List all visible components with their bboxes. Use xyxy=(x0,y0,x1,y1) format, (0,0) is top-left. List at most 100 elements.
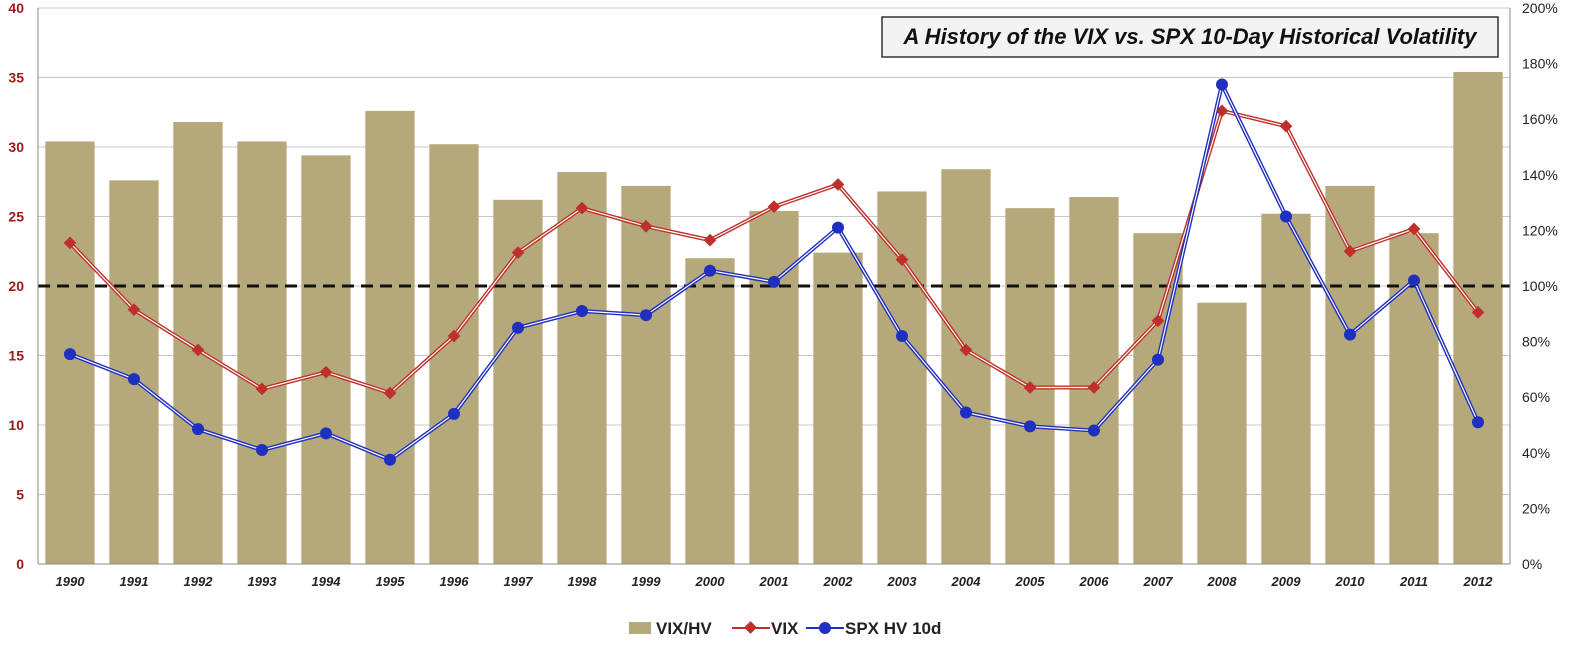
left-tick-label: 20 xyxy=(8,278,24,294)
point-spx-hv xyxy=(576,305,588,318)
x-tick-label: 2004 xyxy=(951,574,982,589)
point-spx-hv xyxy=(1280,210,1292,223)
bar-vix-hv xyxy=(1325,185,1375,565)
x-tick-label: 1994 xyxy=(312,574,342,589)
x-tick-label: 2012 xyxy=(1463,574,1494,589)
legend-label-spx-hv: SPX HV 10d xyxy=(845,619,941,638)
point-spx-hv xyxy=(768,275,780,288)
bar-vix-hv xyxy=(1069,197,1119,565)
bar-vix-hv xyxy=(301,155,351,564)
x-tick-label: 1997 xyxy=(504,574,534,589)
bar-vix-hv xyxy=(941,169,991,565)
x-tick-label: 1999 xyxy=(632,574,662,589)
x-tick-label: 2003 xyxy=(887,574,918,589)
point-vix xyxy=(255,382,269,396)
legend-marker-vix xyxy=(744,621,757,634)
bar-vix-hv xyxy=(749,210,799,564)
point-vix xyxy=(447,329,461,343)
bar-vix-hv xyxy=(237,141,287,564)
point-spx-hv xyxy=(256,444,268,457)
x-tick-label: 1996 xyxy=(440,574,470,589)
x-tick-label: 1993 xyxy=(248,574,278,589)
point-spx-hv xyxy=(1344,328,1356,341)
point-vix xyxy=(319,365,333,379)
left-tick-label: 10 xyxy=(8,417,24,433)
left-tick-label: 5 xyxy=(16,487,24,503)
bar-vix-hv xyxy=(429,144,479,564)
right-tick-label: 80% xyxy=(1522,334,1550,350)
point-vix xyxy=(63,236,77,250)
right-tick-label: 200% xyxy=(1522,0,1558,16)
x-tick-label: 2010 xyxy=(1335,574,1366,589)
right-tick-label: 20% xyxy=(1522,500,1550,516)
right-tick-label: 120% xyxy=(1522,222,1558,238)
point-spx-hv xyxy=(128,373,140,386)
point-spx-hv xyxy=(1216,78,1228,91)
chart-title-box: A History of the VIX vs. SPX 10-Day Hist… xyxy=(881,16,1499,58)
right-tick-label: 0% xyxy=(1522,556,1542,572)
chart-title: A History of the VIX vs. SPX 10-Day Hist… xyxy=(903,24,1479,49)
point-spx-hv xyxy=(320,427,332,440)
x-tick-label: 2006 xyxy=(1079,574,1110,589)
x-tick-label: 1991 xyxy=(120,574,149,589)
bars-vix-hv xyxy=(45,71,1503,565)
bar-vix-hv xyxy=(1261,213,1311,564)
right-tick-label: 100% xyxy=(1522,278,1558,294)
x-tick-label: 2007 xyxy=(1143,574,1174,589)
x-tick-label: 2009 xyxy=(1271,574,1302,589)
right-tick-label: 60% xyxy=(1522,389,1550,405)
left-tick-label: 15 xyxy=(8,348,24,364)
legend-swatch-vix-hv xyxy=(629,622,651,634)
point-spx-hv xyxy=(1152,353,1164,366)
bar-vix-hv xyxy=(557,172,607,564)
left-tick-label: 0 xyxy=(16,556,24,572)
bar-vix-hv xyxy=(493,199,543,564)
point-vix xyxy=(383,386,397,400)
x-tick-label: 1995 xyxy=(376,574,406,589)
point-spx-hv xyxy=(896,330,908,343)
right-tick-label: 140% xyxy=(1522,167,1558,183)
x-tick-label: 2005 xyxy=(1015,574,1046,589)
bar-vix-hv xyxy=(685,258,735,564)
point-spx-hv xyxy=(1408,274,1420,287)
x-tick-label: 2000 xyxy=(695,574,726,589)
point-spx-hv xyxy=(832,221,844,234)
point-spx-hv xyxy=(448,407,460,420)
x-tick-label: 2008 xyxy=(1207,574,1238,589)
x-tick-label: 2001 xyxy=(759,574,789,589)
left-tick-label: 35 xyxy=(8,70,24,86)
bar-vix-hv xyxy=(621,185,671,565)
point-spx-hv xyxy=(704,264,716,277)
legend-label-vix-hv: VIX/HV xyxy=(656,619,712,638)
x-tick-label: 2011 xyxy=(1399,574,1428,589)
point-spx-hv xyxy=(512,321,524,334)
left-tick-label: 40 xyxy=(8,0,24,16)
bar-vix-hv xyxy=(1389,233,1439,564)
right-tick-label: 180% xyxy=(1522,56,1558,72)
left-tick-label: 30 xyxy=(8,139,24,155)
point-spx-hv xyxy=(192,423,204,436)
point-spx-hv xyxy=(64,348,76,361)
bar-vix-hv xyxy=(813,252,863,564)
point-spx-hv xyxy=(640,309,652,322)
x-tick-label: 1992 xyxy=(184,574,214,589)
point-spx-hv xyxy=(1024,420,1036,433)
right-tick-label: 40% xyxy=(1522,445,1550,461)
point-vix xyxy=(127,303,141,316)
x-tick-label: 1990 xyxy=(56,574,86,589)
point-spx-hv xyxy=(1088,424,1100,437)
bar-vix-hv xyxy=(365,110,415,565)
bar-vix-hv xyxy=(173,121,223,564)
point-spx-hv xyxy=(960,406,972,419)
right-tick-label: 160% xyxy=(1522,111,1558,127)
left-tick-label: 25 xyxy=(8,209,24,225)
legend-label-vix: VIX xyxy=(771,619,799,638)
x-tick-label: 2002 xyxy=(823,574,854,589)
legend: VIX/HV VIX SPX HV 10d xyxy=(629,619,941,638)
point-spx-hv xyxy=(384,453,396,466)
x-tick-label: 1998 xyxy=(568,574,598,589)
axes: 0 5 10 15 20 25 30 35 40 0% 20% 40% 60% 80% 100% 120% 14… xyxy=(8,0,1557,589)
point-vix xyxy=(191,343,205,357)
